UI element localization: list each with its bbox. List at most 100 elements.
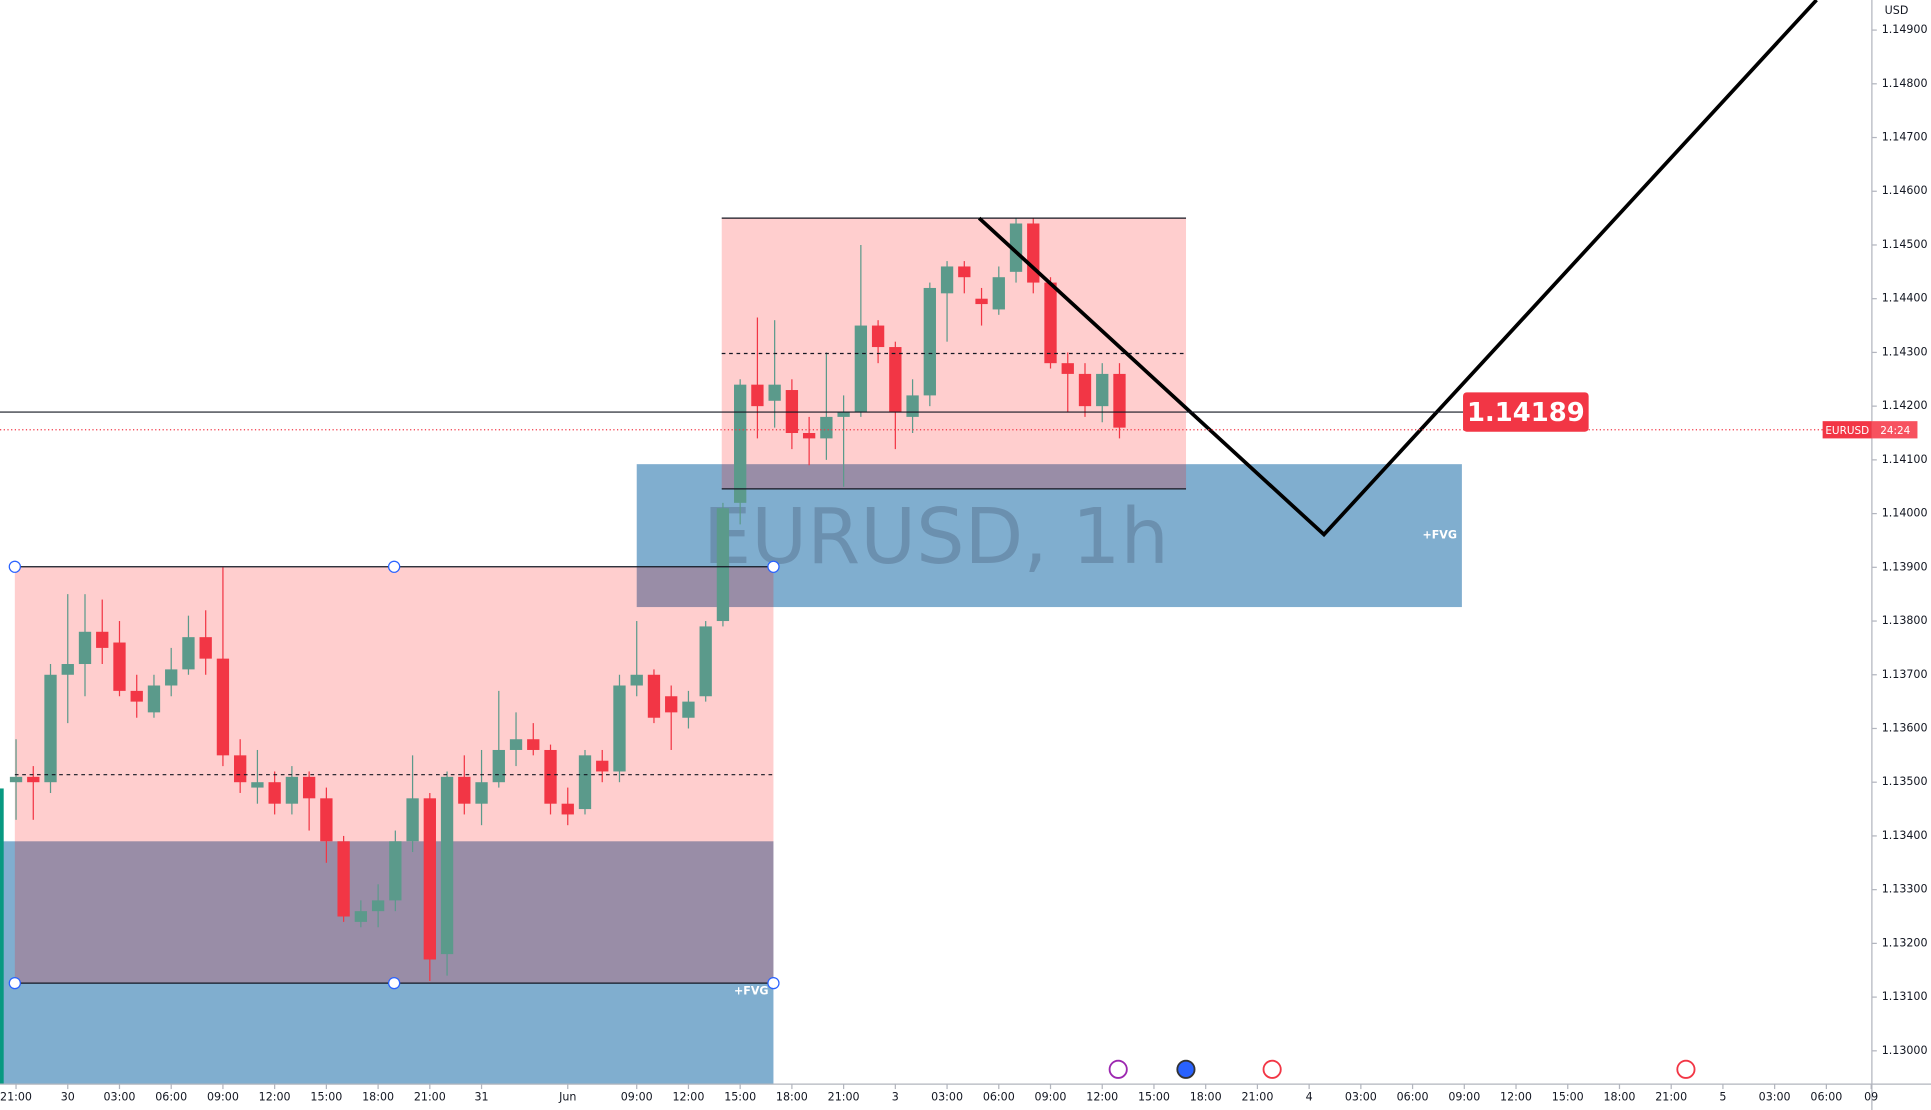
resize-handle[interactable] [8, 560, 21, 573]
candle-body [751, 384, 764, 407]
y-tick-label: 1.13800 [1882, 614, 1928, 627]
event-icon[interactable] [1176, 1059, 1196, 1079]
price-level-badge [1463, 392, 1589, 432]
x-tick-label: 06:00 [1810, 1091, 1842, 1104]
resize-handle[interactable] [8, 976, 21, 990]
candle-body [1113, 373, 1126, 428]
resize-handle[interactable] [387, 560, 401, 573]
x-tick-label: 09:00 [1448, 1091, 1480, 1104]
y-tick-label: 1.14900 [1882, 23, 1928, 36]
event-icon[interactable] [1676, 1059, 1696, 1079]
fvg-label: +FVG [734, 985, 769, 998]
candle-body [837, 411, 850, 417]
resize-handle[interactable] [387, 976, 401, 990]
x-tick-label: 21:00 [0, 1091, 32, 1104]
y-tick-label: 1.13500 [1882, 775, 1928, 788]
candle-body [699, 626, 712, 697]
candle-body [1096, 373, 1109, 407]
resize-handle[interactable] [767, 560, 780, 573]
price-tag-symbol: EURUSD [1825, 425, 1869, 437]
x-tick-label: 21:00 [1241, 1091, 1273, 1104]
candle-body [647, 674, 661, 718]
candle-body [234, 755, 247, 783]
y-tick-label: 1.13100 [1882, 990, 1928, 1003]
candle-body [682, 701, 695, 718]
y-tick-label: 1.14100 [1882, 453, 1928, 466]
candle-body [389, 841, 402, 901]
candle-body [596, 760, 609, 772]
projection-line [977, 0, 1818, 538]
watermark: EURUSD, 1h [703, 493, 1169, 582]
y-tick-label: 1.14400 [1882, 292, 1928, 305]
x-tick-label: 06:00 [155, 1091, 187, 1104]
x-tick-label: 03:00 [104, 1091, 136, 1104]
candle-body [302, 776, 316, 799]
x-tick-label: 06:00 [1397, 1091, 1429, 1104]
x-tick-label: 06:00 [983, 1091, 1015, 1104]
candle-body [854, 325, 868, 412]
candle-body [665, 696, 678, 713]
candle-body [509, 739, 523, 750]
candle-body [337, 841, 350, 917]
candle-body [458, 776, 471, 804]
event-icon[interactable] [1108, 1059, 1128, 1079]
x-tick-label: 30 [61, 1091, 75, 1104]
y-tick-label: 1.13600 [1882, 721, 1928, 734]
price-axis [1871, 0, 1931, 1110]
candle-body [1078, 373, 1092, 407]
drawings: +FVG +FVG 1.14189 [0, 0, 1872, 998]
price-tag [1822, 421, 1872, 439]
y-tick-label: 1.13900 [1882, 560, 1928, 573]
candle-body [871, 325, 885, 348]
candle-body [113, 642, 126, 691]
x-tick-label: 12:00 [259, 1091, 291, 1104]
candle-body [130, 690, 143, 702]
candle-body [923, 287, 936, 396]
x-tick-label: 09:00 [1035, 1091, 1067, 1104]
candle-body [561, 803, 574, 815]
y-tick-label: 1.13300 [1882, 883, 1928, 896]
x-tick-label: 21:00 [414, 1091, 446, 1104]
resize-handle[interactable] [767, 976, 780, 990]
y-tick-label: 1.14600 [1882, 184, 1928, 197]
candle-body [44, 674, 57, 783]
x-tick-label: 03:00 [931, 1091, 963, 1104]
candle-body [423, 798, 436, 960]
x-tick-label: 03:00 [1759, 1091, 1791, 1104]
candle-body [251, 782, 264, 788]
price-tag-countdown: 24:24 [1880, 425, 1910, 437]
x-tick-label: 4 [1306, 1091, 1313, 1104]
x-tick-label: 18:00 [1604, 1091, 1636, 1104]
x-tick-label: 18:00 [776, 1091, 808, 1104]
event-icon[interactable] [1262, 1059, 1282, 1079]
candle-body [9, 776, 23, 783]
candle-body [734, 384, 747, 503]
candle-body [906, 395, 919, 417]
x-tick-label: 21:00 [1655, 1091, 1687, 1104]
candle-body [492, 749, 505, 783]
countdown-tag [1871, 421, 1918, 439]
candle-body [630, 674, 643, 686]
candle-body [992, 277, 1005, 310]
candle-body [96, 631, 109, 648]
x-tick-label: 21:00 [828, 1091, 860, 1104]
candle-body [544, 749, 557, 804]
candle-body [958, 266, 971, 278]
candle-body [61, 664, 74, 675]
candle-body [1027, 223, 1040, 283]
candle-body [1009, 223, 1023, 272]
x-tick-label: 15:00 [310, 1091, 342, 1104]
x-tick-label: 31 [474, 1091, 488, 1104]
candle-body [716, 508, 730, 622]
candle-body [371, 900, 385, 912]
x-tick-label: 12:00 [1500, 1091, 1532, 1104]
candle-body [354, 911, 368, 922]
y-tick-label: 1.14700 [1882, 131, 1928, 144]
y-tick-label: 1.14500 [1882, 238, 1928, 251]
x-tick-label: 5 [1719, 1091, 1726, 1104]
y-tick-label: 1.14300 [1882, 345, 1928, 358]
candle-body [820, 416, 833, 439]
candle-body [165, 669, 178, 686]
y-tick-label: 1.13000 [1882, 1044, 1928, 1057]
